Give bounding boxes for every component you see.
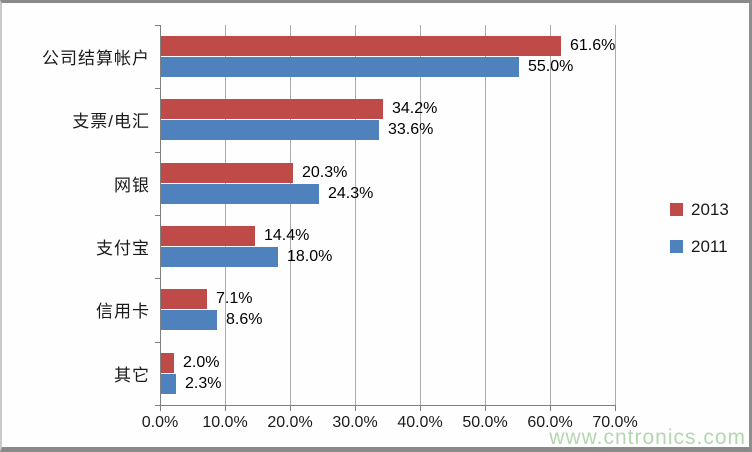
bar-2013: [161, 36, 561, 56]
gridline: [550, 25, 551, 405]
x-axis-tick: [550, 406, 551, 411]
bar-2011: [161, 120, 379, 140]
category-label: 网银: [114, 176, 150, 195]
x-axis-label: 10.0%: [202, 414, 248, 431]
legend-label-2013: 2013: [691, 199, 729, 219]
y-axis-tick: [155, 88, 160, 89]
category-label: 公司结算帐户: [42, 49, 150, 68]
bar-2011: [161, 374, 176, 394]
x-axis-label: 60.0%: [527, 414, 573, 431]
gridline: [290, 25, 291, 405]
x-axis-label: 0.0%: [141, 414, 179, 431]
y-axis-tick: [155, 342, 160, 343]
data-label-2011: 2.3%: [185, 375, 222, 392]
x-axis-tick: [160, 406, 161, 411]
data-label-2011: 8.6%: [226, 311, 263, 328]
x-axis-tick: [355, 406, 356, 411]
x-axis-label: 20.0%: [267, 414, 313, 431]
legend-swatch-2011: [670, 240, 683, 253]
category-label: 其它: [114, 366, 150, 385]
y-axis-tick: [155, 25, 160, 26]
legend-item-2011: 2011: [670, 236, 729, 256]
data-label-2013: 14.4%: [264, 227, 310, 244]
x-axis-tick: [485, 406, 486, 411]
legend-item-2013: 2013: [670, 199, 729, 219]
x-axis-line: [160, 405, 616, 406]
x-axis-label: 30.0%: [332, 414, 378, 431]
x-axis-label: 70.0%: [592, 414, 638, 431]
legend-swatch-2013: [670, 203, 683, 216]
category-label: 支付宝: [96, 239, 150, 258]
bar-2011: [161, 57, 519, 77]
data-label-2013: 7.1%: [216, 290, 253, 307]
bar-2013: [161, 163, 293, 183]
bar-2013: [161, 226, 255, 246]
data-label-2011: 24.3%: [328, 185, 374, 202]
category-label: 信用卡: [96, 302, 150, 321]
legend-label-2011: 2011: [691, 236, 728, 256]
x-axis-tick: [615, 406, 616, 411]
bar-2013: [161, 99, 383, 119]
y-axis-tick: [155, 215, 160, 216]
x-axis-label: 40.0%: [397, 414, 443, 431]
gridline: [615, 25, 616, 405]
data-label-2013: 34.2%: [392, 100, 438, 117]
bar-2013: [161, 289, 207, 309]
chart-legend: 2013 2011: [670, 199, 729, 276]
bar-2011: [161, 310, 217, 330]
data-label-2011: 55.0%: [528, 58, 574, 75]
watermark: www.cntronics.com: [549, 426, 746, 449]
y-axis-tick: [155, 405, 160, 406]
gridline: [225, 25, 226, 405]
data-label-2013: 20.3%: [302, 164, 348, 181]
x-axis-tick: [290, 406, 291, 411]
x-axis-tick: [420, 406, 421, 411]
x-axis-tick: [225, 406, 226, 411]
y-axis-tick: [155, 278, 160, 279]
y-axis-line: [160, 25, 161, 406]
x-axis-label: 50.0%: [462, 414, 508, 431]
data-label-2011: 33.6%: [388, 121, 434, 138]
gridline: [420, 25, 421, 405]
bar-2013: [161, 353, 174, 373]
y-axis-tick: [155, 152, 160, 153]
data-label-2013: 2.0%: [183, 354, 220, 371]
data-label-2011: 18.0%: [287, 248, 333, 265]
data-label-2013: 61.6%: [570, 37, 616, 54]
gridline: [355, 25, 356, 405]
bar-2011: [161, 247, 278, 267]
bar-2011: [161, 184, 319, 204]
gridline: [485, 25, 486, 405]
category-label: 支票/电汇: [72, 112, 150, 131]
